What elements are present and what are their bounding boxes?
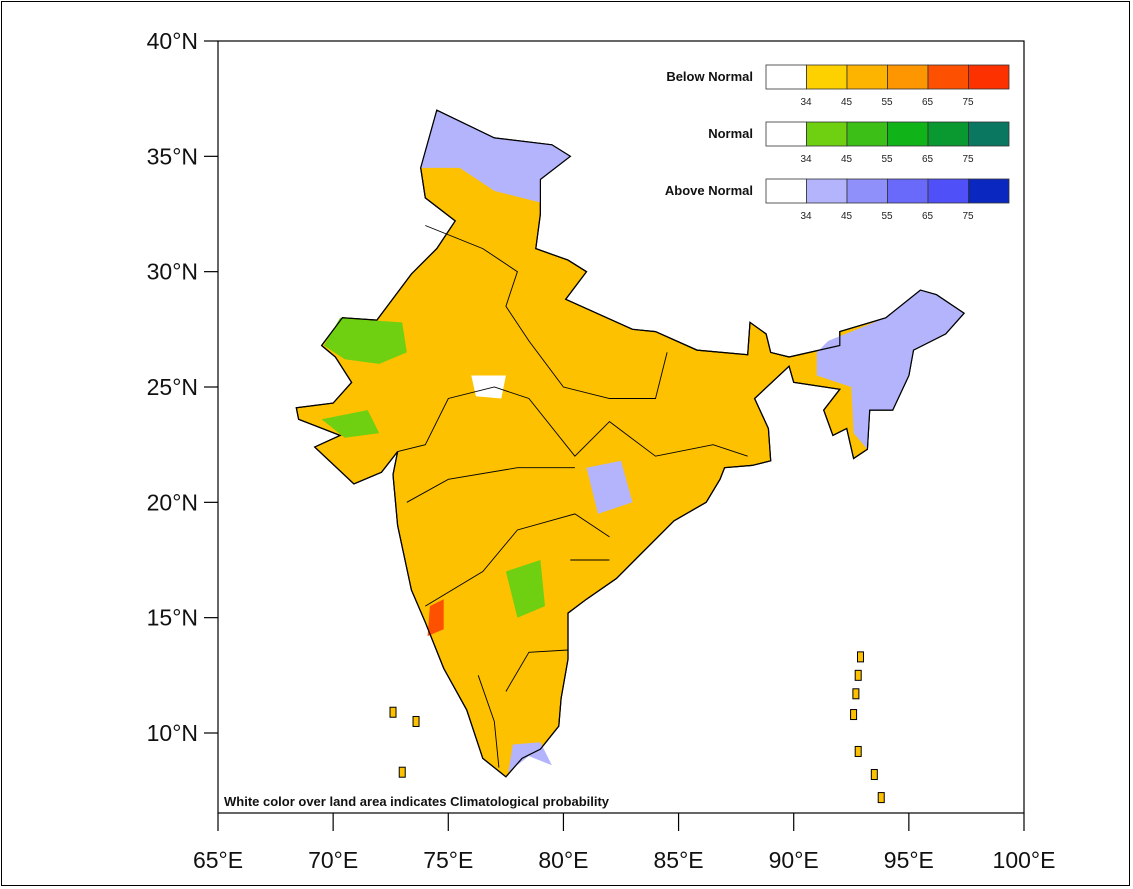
legend-swatch xyxy=(968,64,1010,90)
island xyxy=(398,766,406,778)
legend-swatch xyxy=(846,121,888,147)
island xyxy=(412,715,420,727)
legend-swatch xyxy=(806,121,848,147)
legend-swatch xyxy=(968,121,1010,147)
state-boundary xyxy=(505,649,569,692)
legend-label: 65 xyxy=(922,154,934,165)
lon-tick-label: 100°E xyxy=(993,847,1056,873)
legend-swatch xyxy=(846,178,888,204)
lat-tick-label: 25°N xyxy=(147,374,198,400)
island xyxy=(854,669,862,681)
legend-swatch xyxy=(887,121,929,147)
state-boundary xyxy=(425,513,610,607)
normal-deccan xyxy=(505,560,545,618)
lon-tick-label: 70°E xyxy=(308,847,358,873)
lat-tick-label: 40°N xyxy=(147,28,198,54)
legend-label: 34 xyxy=(800,211,812,222)
legend-swatch xyxy=(887,64,929,90)
legend-title: Normal xyxy=(708,126,753,141)
island xyxy=(856,651,864,663)
lon-tick-label: 95°E xyxy=(884,847,934,873)
climatological-area xyxy=(471,375,506,399)
legend-label: 45 xyxy=(841,211,853,222)
lon-tick-label: 85°E xyxy=(654,847,704,873)
legend: Below Normal 34 45 55 65 75 Normal 34 45 55 65 75 Ab… xyxy=(665,64,1010,222)
island xyxy=(852,688,860,700)
india-outline xyxy=(295,109,966,778)
lat-tick-label: 20°N xyxy=(147,489,198,515)
lat-tick-label: 30°N xyxy=(147,259,198,285)
legend-swatch xyxy=(765,121,807,147)
state-boundary xyxy=(425,225,668,399)
lon-tick-label: 65°E xyxy=(193,847,243,873)
island xyxy=(854,745,862,757)
island xyxy=(850,709,858,721)
legend-swatch xyxy=(927,121,969,147)
legend-label: 34 xyxy=(800,97,812,108)
lat-tick-label: 10°N xyxy=(147,720,198,746)
above-normal-south-tip xyxy=(508,742,552,773)
legend-title: Below Normal xyxy=(666,69,753,84)
state-boundary xyxy=(477,675,500,768)
lon-tick-label: 80°E xyxy=(538,847,588,873)
above-normal-kashmir xyxy=(420,110,571,203)
normal-kutch xyxy=(321,410,380,438)
legend-swatch xyxy=(765,64,807,90)
legend-swatch xyxy=(846,64,888,90)
above-normal-northeast xyxy=(816,290,965,450)
legend-label: 55 xyxy=(881,211,893,222)
lon-tick-label: 90°E xyxy=(769,847,819,873)
lon-tick-label: 75°E xyxy=(423,847,473,873)
lat-tick-label: 15°N xyxy=(147,605,198,631)
legend-swatch xyxy=(927,178,969,204)
legend-label: 75 xyxy=(962,154,974,165)
legend-title: Above Normal xyxy=(665,183,753,198)
legend-label: 65 xyxy=(922,97,934,108)
land-layer xyxy=(295,109,966,804)
legend-label: 75 xyxy=(962,97,974,108)
island xyxy=(389,706,397,718)
legend-label: 45 xyxy=(841,97,853,108)
axis-ticks: 40°N 35°N 30°N 25°N 20°N 15°N 10°N 65°E 70°E 75°E… xyxy=(147,28,1056,873)
state-boundary xyxy=(406,467,575,503)
map-note: White color over land area indicates Cli… xyxy=(224,794,610,809)
legend-label: 55 xyxy=(881,154,893,165)
plot-border xyxy=(217,40,1025,814)
legend-swatch xyxy=(927,64,969,90)
legend-swatch xyxy=(806,64,848,90)
state-boundary xyxy=(397,386,748,457)
above-normal-central-east xyxy=(586,460,633,514)
legend-label: 75 xyxy=(962,211,974,222)
legend-label: 34 xyxy=(800,154,812,165)
island xyxy=(877,792,885,804)
below-normal-high-west-coast xyxy=(427,599,444,637)
island xyxy=(870,769,878,781)
legend-swatch xyxy=(968,178,1010,204)
legend-label: 45 xyxy=(841,154,853,165)
legend-swatch xyxy=(887,178,929,204)
legend-label: 65 xyxy=(922,211,934,222)
lat-tick-label: 35°N xyxy=(147,143,198,169)
legend-swatch xyxy=(806,178,848,204)
legend-label: 55 xyxy=(881,97,893,108)
legend-swatch xyxy=(765,178,807,204)
normal-rajasthan xyxy=(323,317,407,364)
